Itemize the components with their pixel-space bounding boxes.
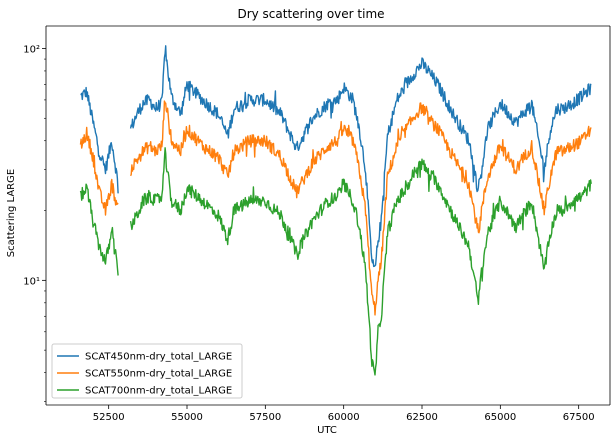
legend-label: SCAT700nm-dry_total_LARGE (85, 386, 232, 397)
x-tick-label: 65000 (484, 412, 516, 423)
x-tick-label: 62500 (406, 412, 438, 423)
y-tick-label: 10² (23, 44, 40, 55)
chart-title: Dry scattering over time (237, 7, 384, 21)
x-tick-label: 55000 (171, 412, 203, 423)
series-line-1 (80, 45, 592, 268)
y-tick-label: 10¹ (23, 276, 40, 287)
legend-label: SCAT450nm-dry_total_LARGE (85, 352, 232, 363)
x-tick-label: 60000 (328, 412, 360, 423)
x-tick-label: 52500 (93, 412, 125, 423)
legend: SCAT450nm-dry_total_LARGE SCAT550nm-dry_t… (51, 343, 243, 399)
legend-box (51, 343, 243, 399)
y-axis-label: Scattering LARGE (6, 169, 17, 257)
series-line-2 (79, 100, 592, 316)
x-axis-label: UTC (317, 425, 337, 436)
x-tick-label: 57500 (249, 412, 281, 423)
axes-layer: 52500 55000 57500 60000 62500 65000 67500 10¹ 10… (23, 25, 611, 423)
x-tick-label: 67500 (563, 412, 595, 423)
legend-label: SCAT550nm-dry_total_LARGE (85, 369, 232, 380)
series-layer (79, 45, 592, 376)
series-line-3 (79, 147, 592, 376)
